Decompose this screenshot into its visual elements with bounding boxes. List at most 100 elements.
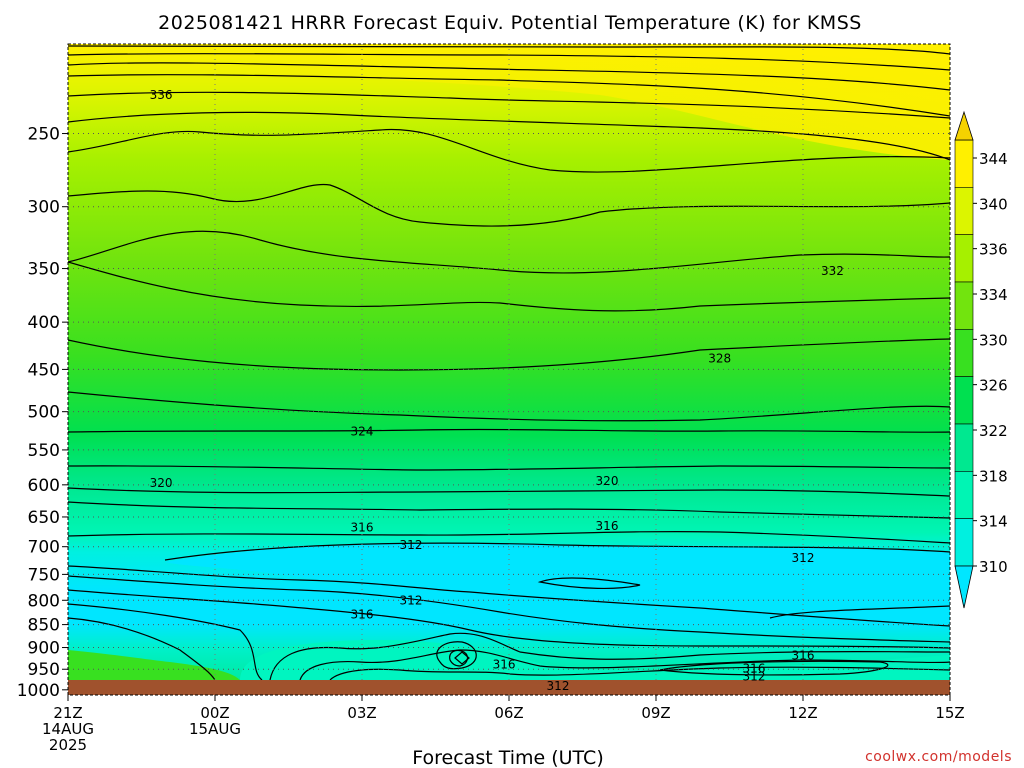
field-upper-band bbox=[68, 44, 950, 160]
contour-label: 316 bbox=[351, 608, 374, 622]
colorbar-tick-label: 334 bbox=[979, 286, 1008, 304]
contour-line bbox=[68, 128, 950, 173]
contour-label: 316 bbox=[596, 519, 619, 533]
contour-label: 332 bbox=[821, 264, 844, 278]
x-axis-label: Forecast Time (UTC) bbox=[412, 747, 603, 768]
field-cyan-pool bbox=[165, 543, 950, 625]
contour-line bbox=[68, 338, 950, 371]
contour-label: 316 bbox=[792, 648, 815, 662]
y-tick-label: 400 bbox=[28, 313, 60, 333]
contour-lines bbox=[68, 45, 950, 681]
contour-line bbox=[68, 183, 950, 227]
contour-line bbox=[68, 575, 950, 643]
y-tick-label: 900 bbox=[28, 639, 60, 659]
x-tick-label: 00Z bbox=[200, 704, 229, 722]
colorbar-tick-label: 340 bbox=[979, 195, 1008, 213]
colorbar-swatch bbox=[954, 471, 974, 519]
colorbar-swatch bbox=[954, 281, 974, 330]
colorbar-swatch bbox=[954, 139, 974, 188]
contour-line bbox=[68, 487, 950, 497]
contour-label: 328 bbox=[708, 352, 731, 366]
y-tick-label: 750 bbox=[28, 565, 60, 585]
y-tick-label: 800 bbox=[28, 591, 60, 611]
y-axis-ticks: 250 300 350 400 450 500 550 600 650 700 750 800 850 9… bbox=[17, 125, 68, 701]
colorbar-tick-label: 322 bbox=[979, 422, 1008, 440]
contour-line bbox=[68, 91, 950, 119]
contour-label: 312 bbox=[743, 669, 766, 683]
colorbar-swatch bbox=[954, 187, 974, 235]
x-tick-label: 12Z bbox=[788, 704, 817, 722]
contour-line bbox=[68, 589, 950, 649]
contour-label: 316 bbox=[493, 658, 516, 672]
y-tick-label: 650 bbox=[28, 508, 60, 528]
contour-line bbox=[769, 605, 950, 619]
contour-line bbox=[537, 577, 641, 590]
y-tick-label: 850 bbox=[28, 616, 60, 636]
colorbar-tick-label: 336 bbox=[979, 241, 1008, 259]
contour-line bbox=[68, 261, 950, 312]
contour-label: 316 bbox=[743, 661, 766, 675]
colorbar-tick-label: 314 bbox=[979, 513, 1008, 531]
contour-label: 312 bbox=[792, 551, 815, 565]
colorbar-tick-label: 318 bbox=[979, 467, 1008, 485]
chart-title: 2025081421 HRRR Forecast Equiv. Potentia… bbox=[158, 12, 862, 34]
y-tick-label: 300 bbox=[28, 198, 60, 218]
contour-line bbox=[68, 501, 950, 519]
y-tick-label: 1000 bbox=[17, 681, 60, 701]
contour-line bbox=[68, 391, 950, 422]
contour-line bbox=[68, 565, 950, 627]
field-surface-pocket bbox=[68, 650, 240, 680]
x-tick-label: 15AUG bbox=[189, 720, 241, 738]
contour-line bbox=[68, 45, 950, 55]
x-tick-label: 21Z bbox=[53, 704, 82, 722]
contour-line bbox=[68, 465, 950, 471]
y-tick-label: 250 bbox=[28, 125, 60, 145]
x-tick-label: 2025 bbox=[49, 736, 87, 754]
x-tick-label: 06Z bbox=[494, 704, 523, 722]
colorbar-swatch bbox=[954, 234, 974, 283]
contour-label: 312 bbox=[400, 538, 423, 552]
colorbar-swatch bbox=[954, 329, 974, 377]
y-tick-label: 500 bbox=[28, 403, 60, 423]
contour-label: 312 bbox=[400, 593, 423, 607]
contour-line bbox=[164, 542, 950, 561]
contour-line bbox=[329, 666, 950, 681]
contour-line bbox=[68, 530, 950, 544]
contour-label: 320 bbox=[150, 476, 173, 490]
colorbar-extend-top bbox=[954, 110, 974, 141]
colorbar-swatch bbox=[954, 518, 974, 567]
terrain-band bbox=[68, 680, 950, 695]
contour-line bbox=[659, 660, 889, 676]
y-tick-label: 950 bbox=[28, 660, 60, 680]
y-tick-label: 550 bbox=[28, 441, 60, 461]
colorbar-tick-label: 330 bbox=[979, 331, 1008, 349]
colorbar-extend-bottom bbox=[954, 565, 974, 609]
colorbar-tick-label: 310 bbox=[979, 558, 1008, 576]
contour-label: 320 bbox=[596, 474, 619, 488]
contour-line bbox=[68, 428, 950, 433]
y-tick-label: 700 bbox=[28, 538, 60, 558]
contour-line bbox=[454, 651, 470, 665]
contour-line bbox=[436, 641, 477, 670]
contour-label: 316 bbox=[351, 520, 374, 534]
credit-text: coolwx.com/models bbox=[865, 749, 1012, 765]
contour-line bbox=[68, 230, 950, 274]
colorbar-tick-label: 344 bbox=[979, 150, 1008, 168]
contour-line bbox=[299, 649, 950, 681]
contour-line bbox=[68, 53, 950, 71]
contour-line bbox=[68, 617, 216, 681]
colorbar: 344 340 336 334 330 326 322 318 314 310 bbox=[954, 110, 1008, 609]
colorbar-swatch bbox=[954, 423, 974, 472]
colorbar-tick-label: 326 bbox=[979, 377, 1008, 395]
y-tick-label: 600 bbox=[28, 476, 60, 496]
colorbar-swatch bbox=[954, 376, 974, 425]
field-lower-band bbox=[240, 640, 950, 680]
x-tick-label: 03Z bbox=[347, 704, 376, 722]
x-tick-label: 15Z bbox=[935, 704, 964, 722]
contour-label: 312 bbox=[547, 679, 570, 693]
contour-label: 336 bbox=[150, 88, 173, 102]
x-tick-label: 14AUG bbox=[42, 720, 94, 738]
